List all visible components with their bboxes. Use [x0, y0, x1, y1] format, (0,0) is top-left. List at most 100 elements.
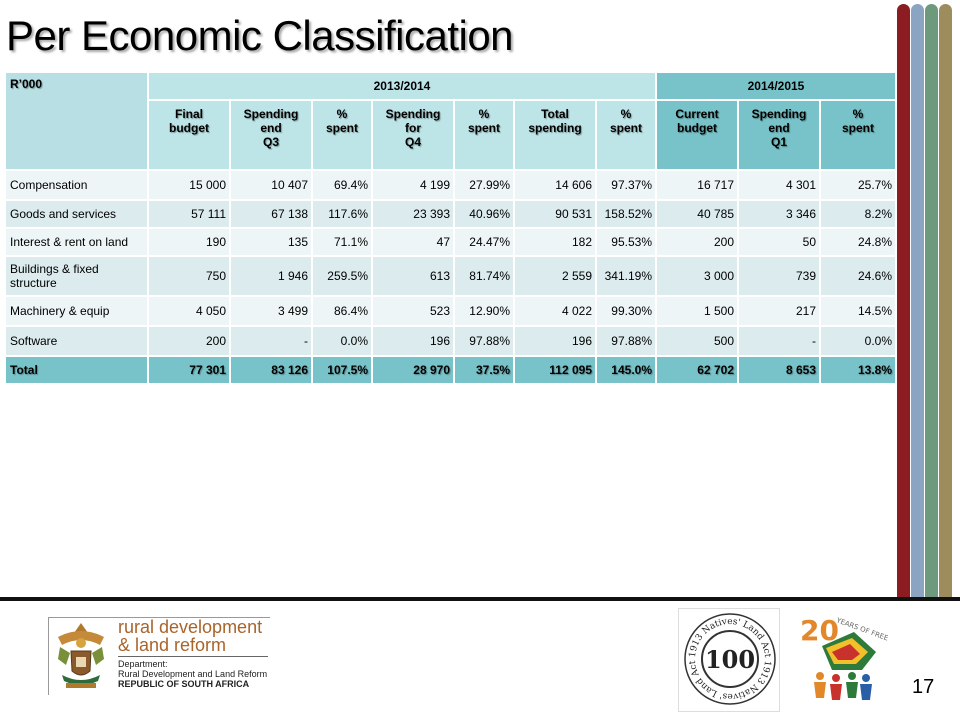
table-cell: 14 606	[513, 169, 597, 201]
total-cell: 145.0%	[595, 355, 657, 385]
table-cell: 97.88%	[453, 325, 515, 357]
row-label: Goods and services	[4, 199, 149, 229]
total-cell: 107.5%	[311, 355, 373, 385]
table-cell: 750	[147, 255, 231, 297]
table-cell: 190	[147, 227, 231, 257]
seal-number: 100	[705, 645, 755, 674]
table-cell: 97.88%	[595, 325, 657, 357]
table-cell: 2 559	[513, 255, 597, 297]
table-cell: 8.2%	[819, 199, 897, 229]
brand-line-1: rural development	[118, 617, 263, 637]
column-header-line: spent	[841, 121, 874, 135]
total-label: Total	[4, 355, 149, 385]
column-header-line: %	[478, 107, 490, 121]
table-cell: 57 111	[147, 199, 231, 229]
table-cell: 200	[147, 325, 231, 357]
table-cell: 0.0%	[819, 325, 897, 357]
table-cell: 3 000	[655, 255, 739, 297]
republic-name: REPUBLIC OF SOUTH AFRICA	[118, 679, 250, 689]
total-cell: 37.5%	[453, 355, 515, 385]
table-cell: 12.90%	[453, 295, 515, 327]
table-cell: 196	[513, 325, 597, 357]
table-cell: 23 393	[371, 199, 455, 229]
column-header: % spent	[595, 99, 657, 171]
column-header-line: Q3	[262, 135, 279, 149]
total-cell: 112 095	[513, 355, 597, 385]
decor-bar-blue	[911, 4, 924, 600]
table-cell: 16 717	[655, 169, 739, 201]
table-cell: 196	[371, 325, 455, 357]
column-header: % spent	[819, 99, 897, 171]
table-cell: 500	[655, 325, 739, 357]
table-cell: 135	[229, 227, 313, 257]
table-cell: 47	[371, 227, 455, 257]
page-number: 17	[912, 676, 935, 698]
total-cell: 77 301	[147, 355, 231, 385]
table-cell: 67 138	[229, 199, 313, 229]
column-header-line: spent	[325, 121, 358, 135]
column-header-line: %	[852, 107, 864, 121]
table-cell: 14.5%	[819, 295, 897, 327]
row-label: Interest & rent on land	[4, 227, 149, 257]
table-cell: -	[229, 325, 313, 357]
total-cell: 28 970	[371, 355, 455, 385]
column-header: Total spending	[513, 99, 597, 171]
table-row: Interest & rent on land 190 135 71.1% 47 24.4…	[4, 227, 897, 257]
table-cell: 69.4%	[311, 169, 373, 201]
column-header-line: Spending	[243, 107, 299, 121]
table-cell: 1 946	[229, 255, 313, 297]
table-cell: 3 346	[737, 199, 821, 229]
table-cell: 95.53%	[595, 227, 657, 257]
column-header-line: Spending	[751, 107, 807, 121]
column-header-line: Q4	[404, 135, 421, 149]
column-header-line: %	[336, 107, 348, 121]
table-cell: 158.52%	[595, 199, 657, 229]
table-row: Buildings & fixed structure 750 1 946 259.5…	[4, 255, 897, 297]
total-row: Total 77 301 83 126 107.5% 28 970 37.5% 112 09…	[4, 355, 897, 385]
table-cell: 86.4%	[311, 295, 373, 327]
table-row: Software 200-0.0% 196 97.88% 196 97.88% 500-0.…	[4, 325, 897, 357]
column-header-line: Spending	[385, 107, 441, 121]
column-header-line: Total	[541, 107, 569, 121]
table-cell: 523	[371, 295, 455, 327]
column-header-line: for	[405, 121, 421, 135]
column-header-line: end	[260, 121, 282, 135]
table-cell: 90 531	[513, 199, 597, 229]
table-cell: 1 500	[655, 295, 739, 327]
table-cell: 4 199	[371, 169, 455, 201]
total-cell: 62 702	[655, 355, 739, 385]
slide-title: Per Economic Classification	[6, 12, 514, 59]
total-cell: 83 126	[229, 355, 313, 385]
table-cell: 217	[737, 295, 821, 327]
total-cell: 8 653	[737, 355, 821, 385]
brand-divider	[118, 656, 268, 657]
footer-divider	[0, 597, 960, 601]
table-row: Compensation 15 000 10 407 69.4% 4 199 27.99%…	[4, 169, 897, 201]
table-cell: 4 301	[737, 169, 821, 201]
row-label: Buildings & fixed structure	[4, 255, 149, 297]
column-header-row: Final budget Spending end Q3% spent Spending fo…	[5, 99, 897, 171]
table-cell: 117.6%	[311, 199, 373, 229]
table-cell: 739	[737, 255, 821, 297]
column-header-line: spending	[528, 121, 582, 135]
table-cell: 40 785	[655, 199, 739, 229]
column-header: Spending end Q3	[229, 99, 313, 171]
table-cell: 25.7%	[819, 169, 897, 201]
coat-of-arms-icon	[58, 623, 104, 688]
land-act-seal-icon: 1913 Natives' Land Act 1913 Natives' Lan…	[684, 613, 776, 705]
year-header-row: R’000 2013/2014 2014/2015	[4, 71, 897, 171]
table-cell: 4 050	[147, 295, 231, 327]
row-label: Machinery & equip	[4, 295, 149, 327]
column-header: % spent	[453, 99, 515, 171]
column-header: % spent	[311, 99, 373, 171]
table-cell: 71.1%	[311, 227, 373, 257]
table-cell: 50	[737, 227, 821, 257]
column-header: Final budget	[147, 99, 231, 171]
column-header-line: budget	[677, 121, 717, 135]
decor-bar-green	[925, 4, 938, 600]
table-cell: 99.30%	[595, 295, 657, 327]
table-cell: 97.37%	[595, 169, 657, 201]
land-act-seal-frame	[678, 608, 780, 712]
table-cell: -	[737, 325, 821, 357]
freedom-20-logo-icon: 20 YEARS OF FREEDOM	[800, 614, 888, 700]
